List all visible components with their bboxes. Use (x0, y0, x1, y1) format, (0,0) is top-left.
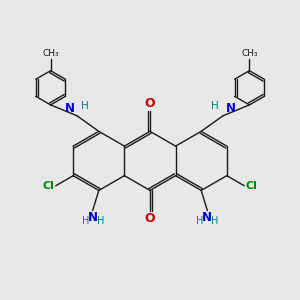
Text: Cl: Cl (246, 181, 258, 191)
Text: Cl: Cl (42, 181, 54, 191)
Text: H: H (81, 101, 89, 111)
Text: O: O (145, 97, 155, 110)
Text: O: O (145, 212, 155, 225)
Text: CH₃: CH₃ (241, 49, 258, 58)
Text: N: N (225, 102, 236, 115)
Text: N: N (88, 211, 98, 224)
Text: N: N (64, 102, 75, 115)
Text: CH₃: CH₃ (42, 49, 59, 58)
Text: H: H (211, 216, 218, 226)
Text: H: H (196, 216, 203, 226)
Text: H: H (82, 216, 89, 226)
Text: N: N (202, 211, 212, 224)
Text: H: H (97, 216, 104, 226)
Text: H: H (211, 101, 219, 111)
